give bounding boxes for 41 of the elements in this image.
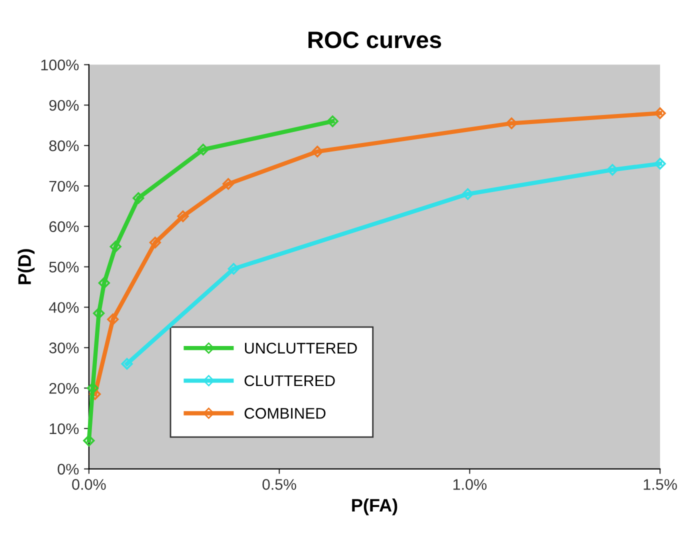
point — [149, 236, 161, 248]
point — [654, 158, 666, 170]
y-tick-label: 30% — [49, 342, 79, 354]
legend-label: CLUTTERED — [244, 375, 335, 386]
point — [654, 107, 666, 120]
point — [86, 382, 99, 394]
point — [506, 117, 518, 130]
y-tick-label: 80% — [49, 140, 79, 152]
point — [222, 178, 234, 190]
point — [93, 307, 105, 320]
y-tick-label: 20% — [49, 382, 79, 394]
point — [132, 192, 144, 204]
y-tick-label: 50% — [49, 262, 79, 272]
y-axis-title: P(D) — [18, 249, 35, 284]
point — [121, 358, 133, 370]
point — [98, 277, 110, 289]
y-tick-label: 10% — [50, 423, 79, 434]
point — [107, 314, 119, 326]
x-tick-label: 0.5% — [262, 479, 296, 490]
point — [606, 164, 618, 176]
point — [326, 115, 338, 128]
y-tick-label: 40% — [48, 302, 79, 313]
legend-label: COMBINED — [244, 408, 326, 419]
x-tick-label: 1.5% — [644, 479, 677, 490]
point — [83, 434, 95, 446]
x-tick-label: 1.0% — [453, 479, 487, 490]
point — [312, 146, 324, 158]
point — [110, 240, 122, 252]
y-tick-label: 70% — [49, 180, 79, 192]
y-tick-label: 0% — [58, 464, 79, 475]
x-tick-label: 0.0% — [72, 479, 106, 490]
point — [228, 263, 240, 275]
point — [197, 144, 209, 156]
point — [177, 210, 189, 222]
y-tick-label: 100% — [41, 60, 79, 70]
y-tick-label: 60% — [49, 221, 79, 232]
legend-label: UNCLUTTERED — [245, 342, 357, 354]
x-axis-title: P(FA) — [352, 498, 398, 516]
point — [462, 188, 474, 200]
chart-title: ROC curves — [308, 32, 442, 48]
y-tick-label: 90% — [49, 100, 79, 111]
